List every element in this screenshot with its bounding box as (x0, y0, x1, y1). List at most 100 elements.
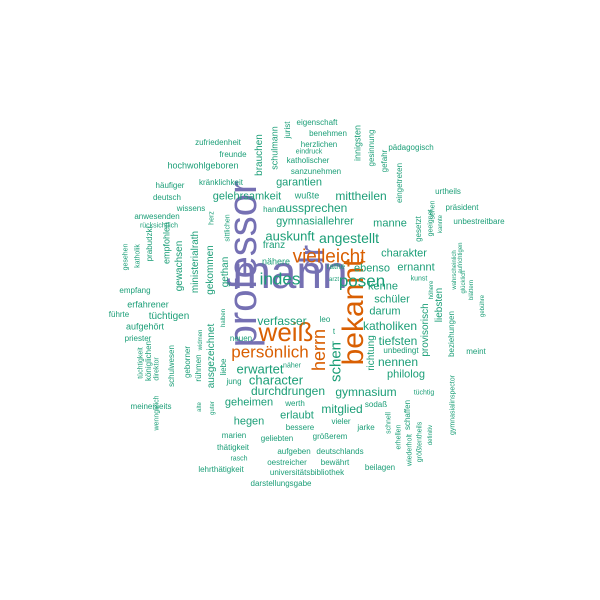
word-manne: manne (373, 217, 407, 230)
word-sittlichen: sittlichen (224, 214, 232, 242)
word-groesserem: größerem (312, 432, 348, 441)
word-eindruck: eindruck (295, 148, 323, 156)
word-philolog: philolog (387, 368, 425, 381)
word-schulwesen: schulwesen (167, 345, 176, 387)
word-darum: darum (369, 305, 401, 318)
word-wenngleich: wenngleich (153, 395, 161, 431)
word-empfohlen: empfohlen (161, 221, 172, 265)
word-definitiv: definitiv (428, 424, 434, 446)
word-durchdrungen: durchdrungen (250, 384, 326, 398)
word-liebe: liebe (219, 358, 228, 376)
word-l: l (332, 340, 334, 349)
word-kannte: kannte (438, 214, 444, 234)
word-marien: marien (221, 431, 247, 440)
word-universitaetsbibliothek: universitätsbibliothek (269, 468, 345, 477)
word-kenne: kenne (368, 280, 398, 293)
word-herz: herz (208, 211, 216, 225)
word-hegen: hegen (233, 415, 265, 428)
word-eingetreten: eingetreten (395, 162, 404, 204)
word-koeniglichen: königlichen (144, 340, 153, 382)
word-vieler: vieler (331, 417, 351, 426)
word-schueler: schüler (374, 293, 410, 306)
word-deutschlands: deutschlands (316, 447, 364, 456)
word-posen: posen (338, 271, 386, 291)
word-hand: hand (263, 205, 281, 214)
word-praesident: präsident (445, 203, 479, 212)
word-empfang: empfang (119, 286, 151, 295)
word-katholiken: katholiken (362, 319, 418, 333)
word-schen: schen (327, 341, 345, 383)
word-innigsten: innigsten (352, 124, 363, 162)
word-halben: halben (221, 308, 227, 328)
word-jurist: jurist (283, 121, 292, 139)
word-liebsten: liebsten (434, 287, 445, 323)
word-angestellt: angestellt (319, 230, 379, 246)
word-katholik: katholik (134, 244, 142, 268)
word-alte: alte (197, 402, 203, 412)
word-franz: franz (262, 240, 286, 251)
word-benehmen: benehmen (309, 129, 347, 138)
word-unbedingt: unbedingt (383, 346, 419, 355)
word-paedagogisch: pädagogisch (388, 143, 434, 152)
word-indes: indes (259, 269, 301, 289)
word-sodass: sodaß (364, 400, 388, 409)
word-neuen: neuen (229, 334, 253, 343)
word-erlaubt: erlaubt (280, 409, 314, 422)
word-naehere: nähere (261, 256, 291, 267)
word-fuehrte: führte (108, 310, 130, 319)
word-geliebten: geliebten (260, 434, 294, 443)
word-darstellungsgabe: darstellungsgabe (250, 479, 312, 488)
word-aussprechen: aussprechen (278, 201, 348, 215)
word-kraenklichkeit: kränklichkeit (198, 178, 244, 187)
word-erwartet: erwartet (236, 361, 284, 377)
word-kunst: kunst (410, 275, 428, 283)
word-gefahr: gefahr (380, 149, 389, 173)
word-herzlichen: herzlichen (300, 140, 338, 149)
word-charakter: charakter (381, 247, 427, 260)
word-thaetigkeit: thätigkeit (216, 443, 250, 452)
word-groesstentheils: größtentheils (416, 421, 424, 463)
word-auskunft: auskunft (265, 228, 315, 244)
word-erfahrener: erfahrener (127, 299, 169, 310)
word-persoenlich: persönlich (231, 342, 309, 362)
word-provisorisch: provisorisch (420, 303, 431, 357)
word-gymnasium: gymnasium (335, 385, 397, 399)
word-haeufiger: häufiger (155, 181, 185, 190)
word-geborner: geborner (183, 345, 192, 379)
word-ebenso: ebenso (353, 262, 391, 275)
word-gymnasiallehrer: gymnasiallehrer (276, 215, 354, 228)
word-wusste: wußte (294, 190, 320, 201)
word-freunde: freunde (219, 150, 247, 159)
word-widmen: widmen (198, 329, 204, 351)
word-schulmann: schulmann (269, 126, 280, 170)
word-werth: werth (285, 399, 305, 408)
word-brauchen: brauchen (254, 134, 265, 176)
word-mann: mann (232, 246, 348, 298)
word-tiefsten: tiefsten (378, 334, 418, 348)
word-sehen: sehen (429, 200, 437, 220)
word-wissens: wissens (176, 204, 206, 213)
word-schaffen: schaffen (403, 399, 412, 431)
word-arzt: arzt (328, 277, 340, 283)
word-wiederholt: wiederholt (406, 434, 414, 466)
word-ruhmen: rühmen (194, 354, 203, 382)
word-nennen: nennen (377, 355, 419, 369)
word-beziehungen: beziehungen (447, 311, 456, 357)
word-blaettern: blättern (469, 279, 475, 301)
word-guter: guter (210, 401, 216, 415)
word-oestreicher: oestreicher (267, 458, 307, 467)
word-leo: leo (319, 315, 331, 324)
word-t: t (332, 327, 336, 336)
word-weiss: weiß (258, 317, 314, 347)
word-garantien: garantien (276, 176, 322, 189)
word-vielleicht: vielleicht (292, 246, 366, 268)
word-gebuehre: gebühre (480, 294, 486, 318)
word-urtheils: urtheils (435, 187, 461, 196)
word-bewaehrt: bewährt (320, 458, 350, 467)
word-mitglied: mitglied (321, 402, 363, 416)
word-jarke: jarke (357, 423, 375, 432)
word-hoehere: höhere (429, 280, 435, 300)
word-erhellen: erhellen (395, 424, 403, 450)
word-priester: priester (124, 334, 152, 343)
word-ministerialrath: ministerialrath (190, 230, 201, 294)
